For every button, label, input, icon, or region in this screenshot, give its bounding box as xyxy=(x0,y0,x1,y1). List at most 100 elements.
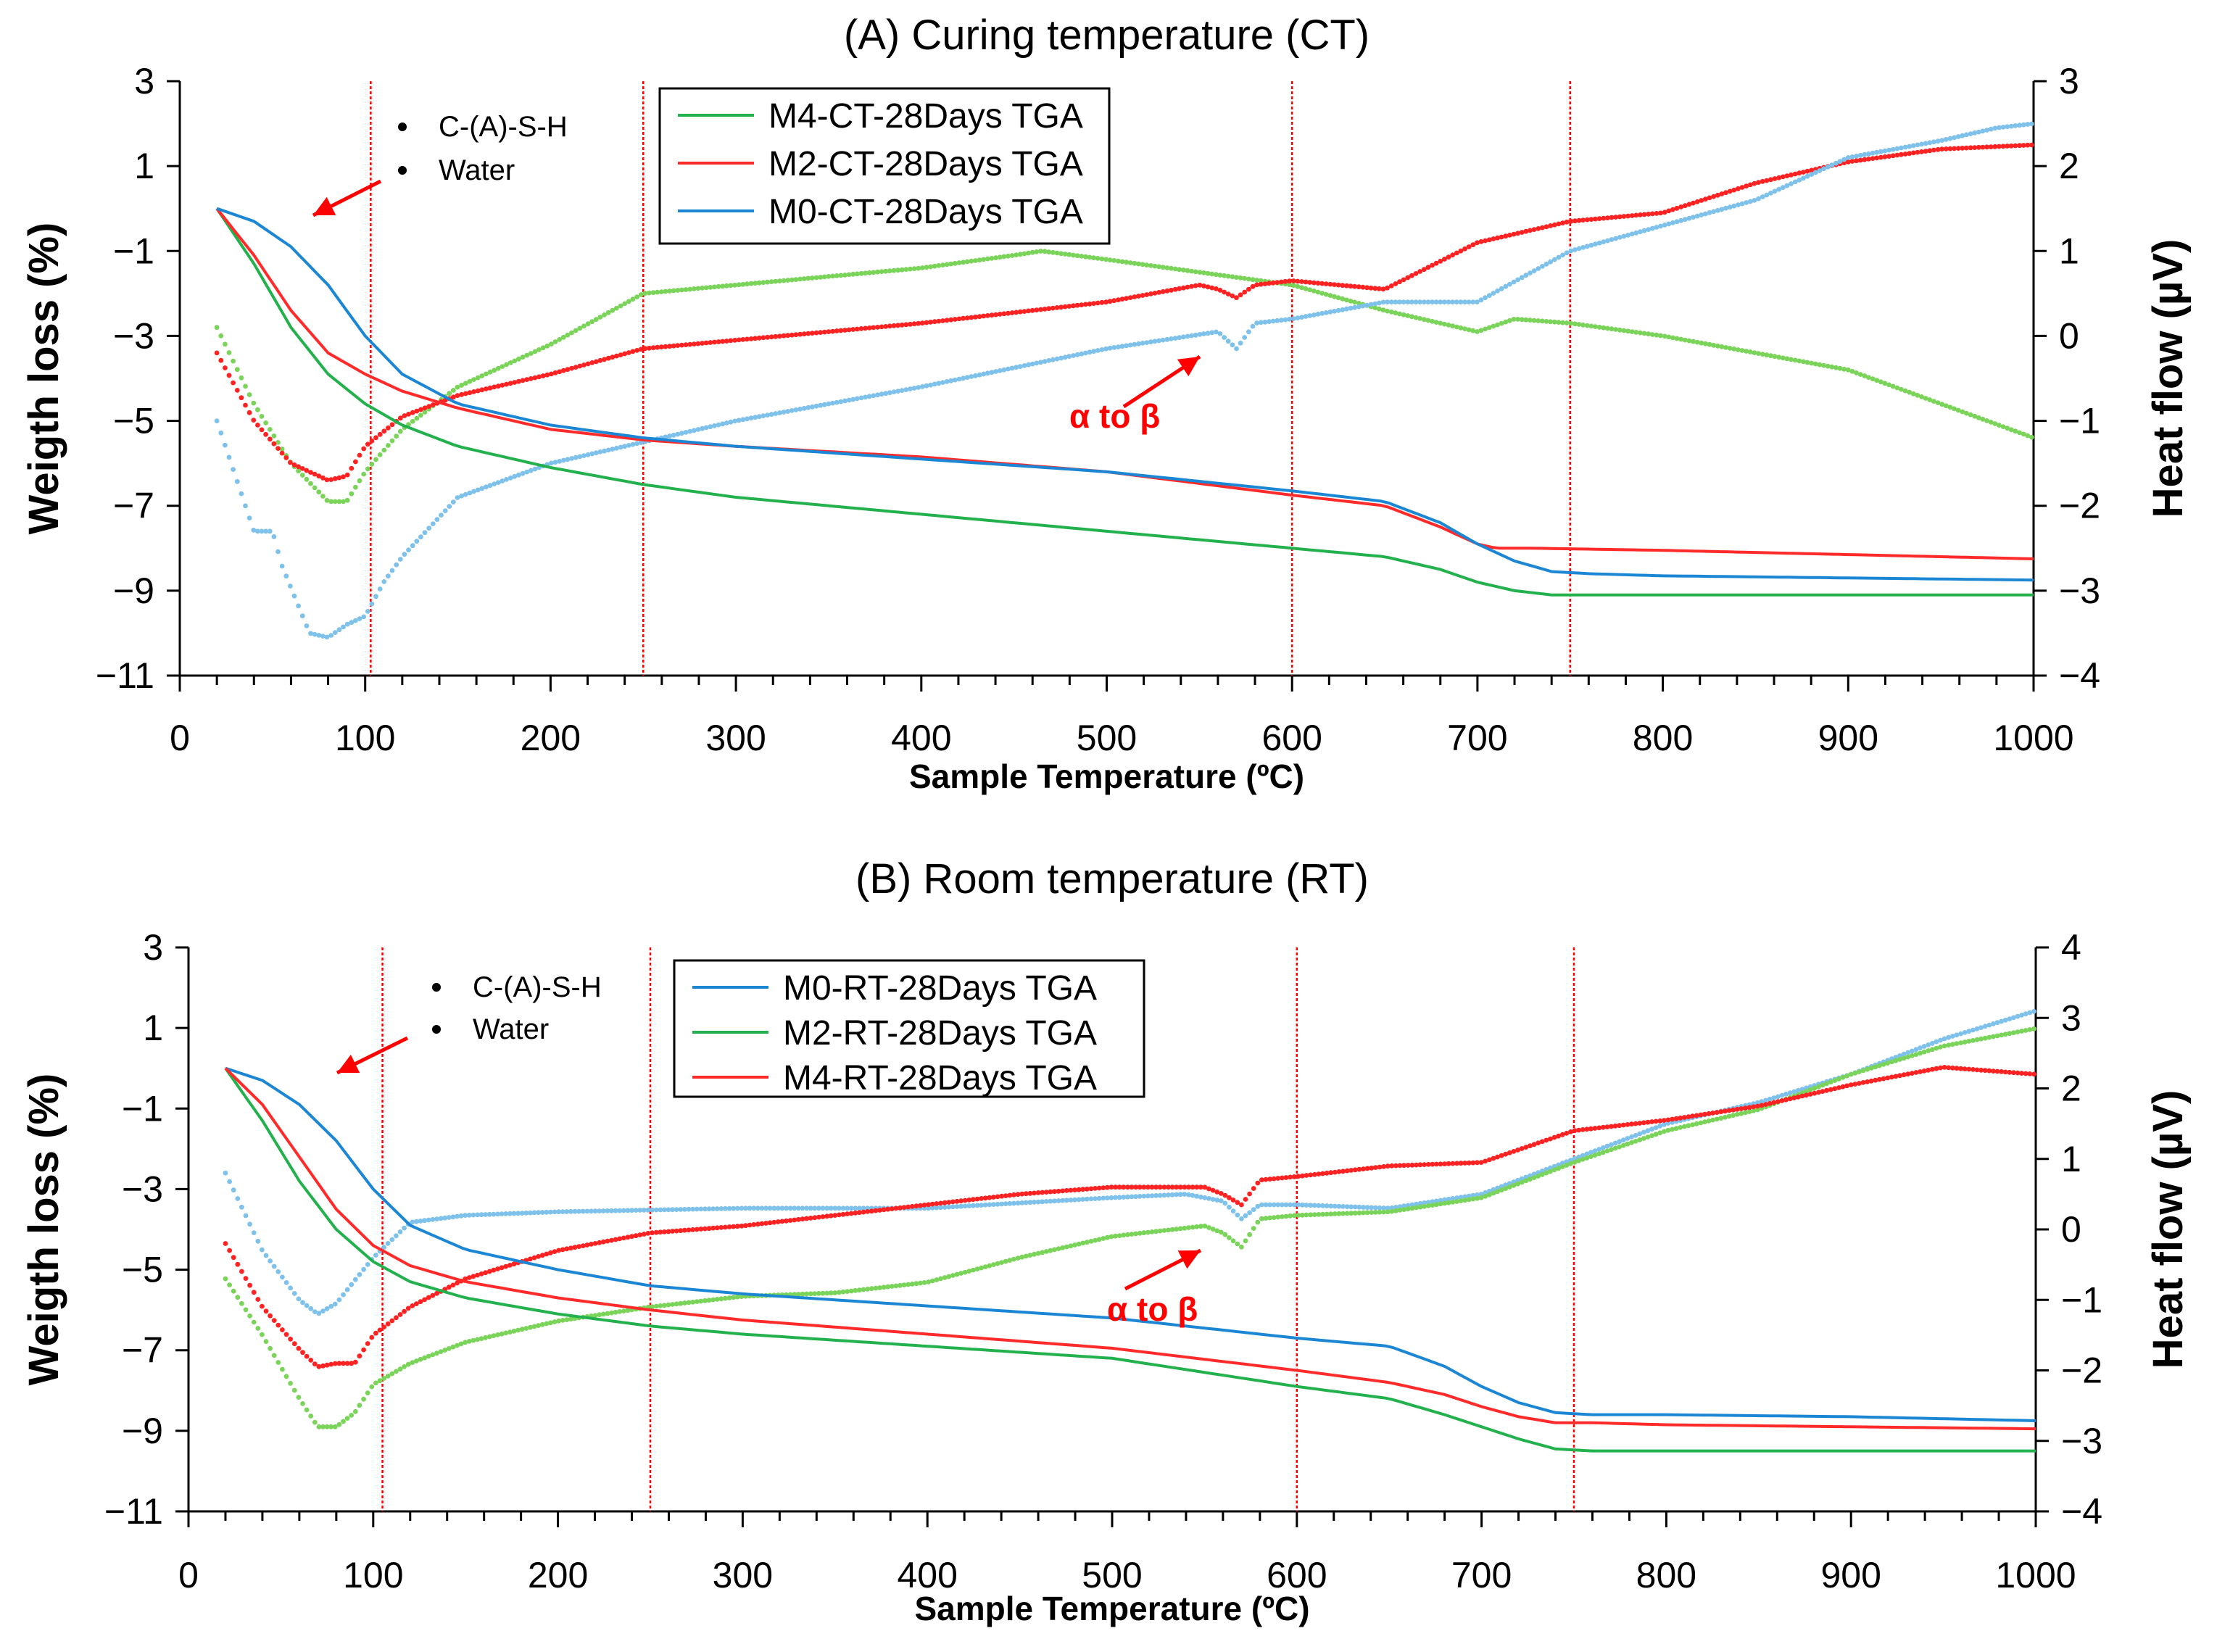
heat-flow-point xyxy=(991,1195,996,1200)
heat-flow-point xyxy=(899,322,905,328)
heat-flow-point xyxy=(1528,228,1533,233)
heat-flow-point xyxy=(950,1273,956,1278)
heat-flow-point xyxy=(694,1206,700,1212)
heat-flow-point xyxy=(1222,335,1227,340)
heat-flow-point xyxy=(1156,338,1161,344)
heat-flow-point xyxy=(1926,1048,1931,1053)
heat-flow-point xyxy=(877,1285,882,1290)
heat-flow-point xyxy=(2005,144,2010,149)
heat-flow-point xyxy=(761,413,766,418)
heat-flow-point xyxy=(969,374,974,379)
heat-flow-point xyxy=(842,398,848,404)
heat-flow-point xyxy=(1182,1184,1188,1190)
heat-flow-point xyxy=(1389,1205,1395,1211)
heat-flow-point xyxy=(1791,1089,1797,1095)
heat-flow-point xyxy=(1926,1067,1931,1073)
heat-flow-point xyxy=(1425,317,1431,323)
heat-flow-point xyxy=(944,262,950,267)
heat-flow-point xyxy=(1133,1184,1138,1190)
heat-flow-point xyxy=(1401,277,1406,283)
heat-flow-point xyxy=(1113,1195,1118,1200)
heat-flow-point xyxy=(1752,180,1757,186)
heat-flow-point xyxy=(1475,1195,1480,1201)
heat-flow-point xyxy=(1129,1184,1135,1190)
heat-flow-point xyxy=(1486,237,1492,243)
heat-flow-point xyxy=(1323,291,1329,297)
heat-flow-point xyxy=(1984,128,1990,133)
heat-flow-point xyxy=(1991,1021,1996,1026)
heat-flow-point xyxy=(377,1327,383,1333)
heat-flow-point xyxy=(747,1205,753,1211)
heat-flow-point xyxy=(938,1200,943,1206)
heat-flow-point xyxy=(1214,1228,1220,1234)
heat-flow-point xyxy=(1665,1117,1671,1123)
heat-flow-point xyxy=(1673,1116,1679,1121)
heat-flow-point xyxy=(1095,348,1101,353)
heat-flow-point xyxy=(1752,198,1757,203)
heat-flow-point xyxy=(1576,1158,1582,1163)
heat-flow-point xyxy=(866,270,872,275)
heat-flow-point xyxy=(1255,1180,1261,1186)
heat-flow-point xyxy=(1290,283,1296,289)
heat-flow-point xyxy=(1137,1230,1143,1236)
heat-flow-point xyxy=(1609,1147,1614,1153)
heat-flow-point xyxy=(1239,1216,1244,1221)
heat-flow-point xyxy=(406,412,411,417)
heat-flow-point xyxy=(361,446,367,452)
heat-flow-point xyxy=(1812,1085,1818,1091)
heat-flow-point xyxy=(1638,229,1643,235)
heat-flow-point xyxy=(1789,172,1794,178)
heat-flow-point xyxy=(1767,1100,1773,1106)
heat-flow-point xyxy=(687,428,693,434)
heat-flow-point xyxy=(1064,1244,1069,1250)
heat-flow-point xyxy=(1551,1167,1557,1173)
heat-flow-point xyxy=(349,1361,355,1366)
heat-flow-point xyxy=(1946,1065,1952,1071)
heat-flow-point xyxy=(1972,145,1978,151)
heat-flow-point xyxy=(1327,293,1333,298)
heat-flow-point xyxy=(1076,1187,1082,1192)
heat-flow-point xyxy=(1848,1071,1854,1077)
heat-flow-point xyxy=(434,1216,439,1221)
heat-flow-point xyxy=(353,459,358,465)
heat-flow-point xyxy=(1955,146,1961,151)
heat-flow-point xyxy=(1710,1117,1716,1123)
heat-flow-point xyxy=(1661,1129,1667,1134)
heat-flow-point xyxy=(1119,259,1125,265)
heat-flow-point xyxy=(271,534,277,539)
heat-flow-point xyxy=(768,412,774,417)
y-right-tick-label: 1 xyxy=(2061,1139,2081,1179)
heat-flow-point xyxy=(966,1198,972,1203)
heat-flow-point xyxy=(1072,1242,1077,1248)
heat-flow-point xyxy=(1600,1145,1606,1150)
heat-flow-point xyxy=(1348,1168,1354,1173)
heat-flow-point xyxy=(1251,1207,1256,1212)
heat-flow-point xyxy=(821,402,827,407)
heat-flow-point xyxy=(402,1364,407,1369)
heat-flow-point xyxy=(1006,310,1011,316)
heat-flow-point xyxy=(1576,1154,1582,1160)
heat-flow-point xyxy=(630,349,636,354)
heat-flow-point xyxy=(728,338,734,344)
heat-flow-point xyxy=(1915,392,1920,398)
heat-flow-point xyxy=(625,1234,631,1240)
heat-flow-point xyxy=(779,1219,785,1224)
heat-flow-point xyxy=(1125,1232,1130,1237)
heat-flow-point xyxy=(1849,368,1855,374)
heat-flow-point xyxy=(1919,394,1925,399)
heat-flow-point xyxy=(580,1208,586,1214)
heat-flow-point xyxy=(1699,212,1704,217)
heat-flow-point xyxy=(1271,1176,1277,1182)
heat-flow-point xyxy=(1572,1156,1578,1161)
heat-flow-point xyxy=(308,631,313,636)
heat-flow-point xyxy=(1848,1082,1854,1087)
heat-flow-point xyxy=(288,1381,293,1386)
heat-flow-point xyxy=(1658,223,1663,229)
heat-flow-point xyxy=(629,1208,634,1213)
heat-flow-point xyxy=(1609,237,1615,242)
heat-flow-point xyxy=(909,1204,915,1209)
heat-flow-point xyxy=(1377,286,1382,291)
heat-flow-point xyxy=(1868,1078,1874,1084)
heat-flow-point xyxy=(512,358,518,364)
heat-flow-point xyxy=(1747,199,1753,204)
